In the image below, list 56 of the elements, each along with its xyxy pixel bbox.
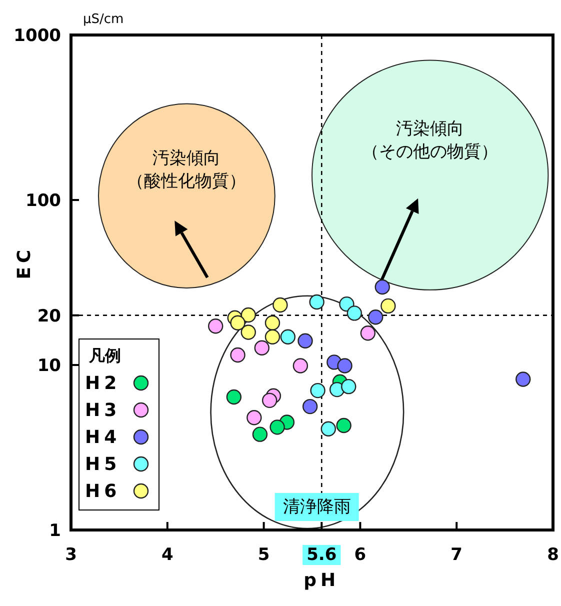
point [336, 418, 352, 434]
point [280, 329, 296, 345]
point [246, 410, 262, 426]
legend-label: H4 [85, 427, 121, 448]
point [208, 318, 224, 334]
point [264, 315, 280, 330]
y-tick-label: 1000 [14, 26, 62, 46]
point [368, 310, 384, 325]
annotation: （その他の物質） [362, 142, 498, 162]
x-tick-label: 7 [450, 545, 463, 565]
point [230, 347, 246, 363]
point [516, 372, 531, 387]
point [226, 389, 242, 405]
point [374, 279, 390, 295]
point [292, 358, 308, 374]
point [380, 298, 396, 314]
point [360, 326, 376, 341]
point [320, 421, 336, 436]
point [337, 358, 352, 374]
point [264, 329, 280, 345]
point [240, 307, 256, 323]
x-tick-label: 5 [258, 545, 270, 565]
annotation: 汚染傾向 [396, 119, 464, 139]
point [310, 382, 326, 398]
point [272, 297, 288, 313]
point [262, 392, 278, 408]
y-tick-label: 10 [37, 356, 62, 376]
legend-label: H2 [85, 373, 121, 394]
y-tick-label: 1 [49, 521, 61, 541]
x-tick-label: 8 [547, 545, 559, 565]
y-axis-title: EC [14, 246, 35, 280]
point [309, 294, 324, 310]
point [230, 315, 246, 330]
x-tick-label: 4 [161, 545, 174, 565]
x-tick-label: 3 [65, 545, 77, 565]
annotation: 汚染傾向 [152, 148, 221, 169]
x-tick-label: 6 [354, 545, 366, 565]
point [346, 306, 362, 321]
y-tick-label: 20 [37, 306, 62, 326]
point [302, 398, 318, 414]
x-tick-label: 5.6 [306, 545, 337, 565]
x-axis-title: pH [304, 570, 340, 591]
legend-label: H3 [85, 400, 121, 421]
point [341, 378, 356, 394]
legend-label: H6 [85, 481, 121, 502]
point [254, 340, 270, 356]
legend-title: 凡例 [88, 346, 121, 365]
annotation: （酸性化物質） [127, 172, 246, 192]
annotation: 清浄降雨 [282, 497, 351, 517]
point [270, 420, 285, 435]
point [252, 426, 268, 442]
y-tick-label: 100 [26, 191, 62, 211]
legend-label: H5 [85, 454, 121, 475]
point [298, 333, 313, 348]
text: μS/cm [83, 12, 124, 27]
point [240, 324, 256, 340]
